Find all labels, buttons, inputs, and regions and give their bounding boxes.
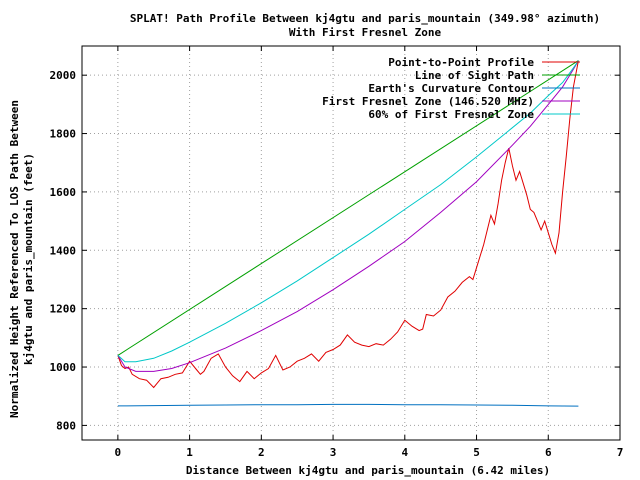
legend-label: First Fresnel Zone (146.520 MHz) bbox=[322, 95, 534, 108]
plot-frame bbox=[81, 45, 621, 441]
y-axis-label: Normalized Height Referenced To LOS Path… bbox=[8, 100, 35, 418]
y-tick-label: 1800 bbox=[50, 128, 77, 141]
legend-label: Point-to-Point Profile bbox=[388, 56, 534, 69]
x-tick-label: 5 bbox=[473, 446, 480, 459]
y-axis-label-line-1: Normalized Height Referenced To LOS Path… bbox=[8, 100, 21, 418]
y-tick-label: 2000 bbox=[50, 69, 77, 82]
series-line-point-to-point-profile bbox=[117, 60, 579, 389]
axis-ticks: 0 1 2 3 4 5 6 7 800 1000 1200 1400 1600 1800 2000 bbox=[50, 46, 624, 459]
y-tick-label: 1600 bbox=[50, 186, 77, 199]
x-tick-label: 1 bbox=[186, 446, 193, 459]
y-tick-label: 800 bbox=[56, 419, 76, 432]
x-axis-label: Distance Between kj4gtu and paris_mounta… bbox=[186, 464, 550, 477]
series-line-earth-s-curvature-contour bbox=[117, 403, 579, 407]
x-tick-label: 7 bbox=[617, 446, 624, 459]
x-tick-label: 4 bbox=[401, 446, 408, 459]
legend-label: Earth's Curvature Contour bbox=[368, 82, 534, 95]
legend-label: 60% of First Fresnel Zone bbox=[368, 108, 534, 121]
chart-title: SPLAT! Path Profile Between kj4gtu and p… bbox=[130, 12, 600, 25]
chart-subtitle: With First Fresnel Zone bbox=[289, 26, 442, 39]
x-tick-label: 6 bbox=[545, 446, 552, 459]
x-tick-label: 0 bbox=[115, 446, 122, 459]
series-line-first-fresnel-zone-146-520-mhz bbox=[117, 60, 579, 372]
y-axis-label-line-2: kj4gtu and paris_mountain (feet) bbox=[22, 153, 35, 365]
x-tick-label: 2 bbox=[258, 446, 265, 459]
y-tick-label: 1400 bbox=[50, 244, 77, 257]
y-tick-label: 1000 bbox=[50, 361, 77, 374]
series-lines bbox=[117, 60, 579, 407]
y-tick-label: 1200 bbox=[50, 303, 77, 316]
series-line-line-of-sight-path bbox=[117, 60, 579, 356]
legend-label: Line of Sight Path bbox=[415, 69, 534, 82]
x-tick-label: 3 bbox=[330, 446, 337, 459]
series-line-60-of-first-fresnel-zone bbox=[117, 60, 579, 363]
